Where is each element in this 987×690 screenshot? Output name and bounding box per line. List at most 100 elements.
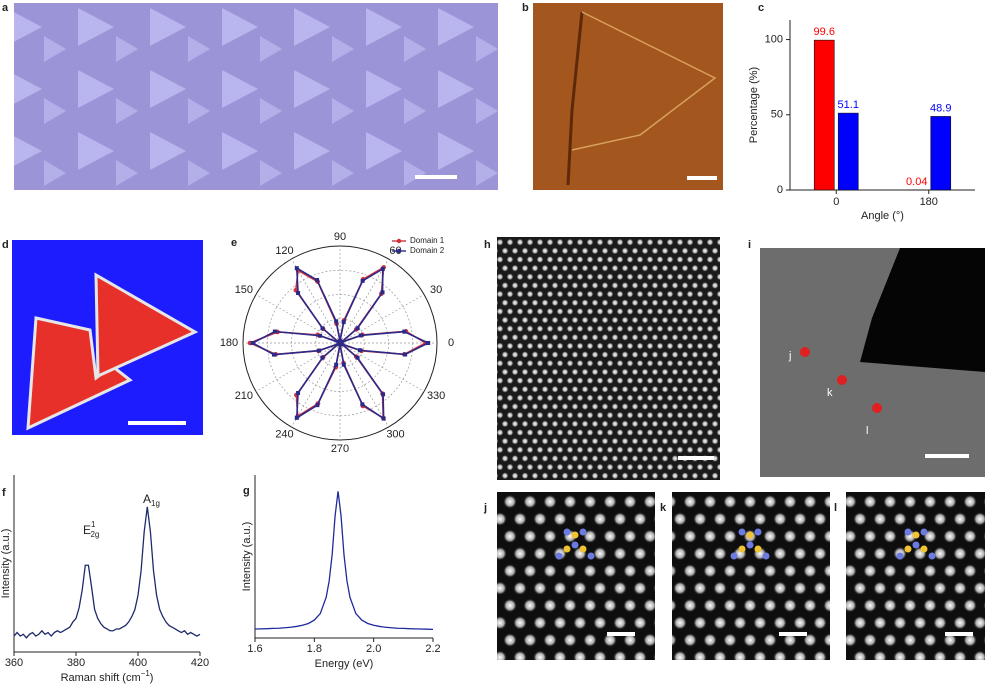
inset-label: j [788,350,791,362]
angle-grid [291,342,341,428]
angle-label: 150 [235,284,253,296]
point [341,362,346,367]
bar [837,112,859,191]
scale-bar [678,456,714,460]
x-tick-label: 400 [129,657,147,669]
inset-label: k [827,387,833,399]
point [381,416,386,421]
domain [94,272,199,379]
y-tick-label: 0 [777,184,783,196]
legend-label: Domain 2 [410,246,445,255]
angle-grid [255,294,341,344]
x-tick-label: 1.6 [247,643,262,655]
y-tick-label: 100 [765,33,783,45]
legend-marker [396,238,402,244]
peak-label-sub: 1g [151,499,160,508]
point [294,415,299,420]
y-axis-label: Intensity (a.u.) [241,522,253,592]
marker [872,403,882,413]
point [334,319,339,324]
stem-image [497,237,720,480]
x-tick-label: 2.0 [366,643,381,655]
point [381,392,386,397]
afm-edge [566,11,584,186]
panel-label: f [2,487,6,499]
point [315,403,320,408]
point [403,352,408,357]
angle-label: 90 [334,231,346,243]
angle-label: 240 [275,429,293,441]
angle-label: 330 [427,390,445,402]
point [334,362,339,367]
scale-bar [779,632,807,636]
x-tick-label: 1.8 [307,643,322,655]
point [250,341,255,345]
x-tick-label: 380 [67,657,85,669]
x-tick-label: 180 [920,196,938,208]
point [357,348,362,353]
optical-image [14,3,498,190]
angle-label: 180 [220,337,238,349]
peak-label-sup: 1 [91,520,96,529]
point [317,348,322,353]
point [294,266,299,271]
bar [813,39,835,191]
inset-label: l [866,425,868,437]
point [296,390,301,395]
point [320,326,325,331]
peak-label-base: A [143,492,151,506]
panel-label: d [2,239,9,251]
x-axis-label-sup: −1 [141,669,151,678]
x-axis-label-part: Raman shift (cm [61,672,141,684]
value-label: 0.04 [906,176,927,188]
panel-label: k [660,502,667,514]
angle-grid [339,342,425,392]
x-tick-label: 360 [5,657,23,669]
x-tick-label: 0 [833,196,839,208]
panel-label: e [231,237,237,249]
point [355,326,360,331]
point [339,341,344,346]
angle-grid [339,258,389,344]
panel-label: l [834,502,837,514]
panel-label: i [748,239,751,251]
point [296,291,301,296]
marker [837,375,847,385]
legend-marker [396,248,402,254]
point [380,290,385,295]
point [272,329,277,334]
x-tick-label: 420 [191,657,209,669]
hole [860,248,985,372]
legend-label: Domain 1 [410,236,445,245]
point [320,355,325,360]
angle-grid [291,258,341,344]
peak-label: E1 2g [83,520,99,539]
scale-bar [415,175,457,179]
point [355,355,360,360]
angle-label: 300 [386,429,404,441]
angle-grid [255,342,341,392]
y-tick-label: 50 [771,109,783,121]
marker [800,347,810,357]
spectrum [13,506,201,639]
peak-label-base: E [83,523,91,537]
angle-label: 0 [448,337,454,349]
y-axis-label: Percentage (%) [748,67,760,143]
bar [930,116,952,191]
angle-label: 210 [235,390,253,402]
panel-label: j [483,502,487,514]
spectrum [254,491,434,631]
angle-label: 120 [275,245,293,257]
panel-label: g [243,485,250,497]
value-label: 48.9 [930,102,951,114]
scale-bar [945,632,973,636]
x-tick-label: 2.2 [425,643,440,655]
angle-label: 30 [430,284,442,296]
point [426,341,431,345]
x-axis-label: Raman shift (cm−1) [61,669,154,684]
scale-bar [607,632,635,636]
point [380,266,385,271]
point [271,352,276,357]
